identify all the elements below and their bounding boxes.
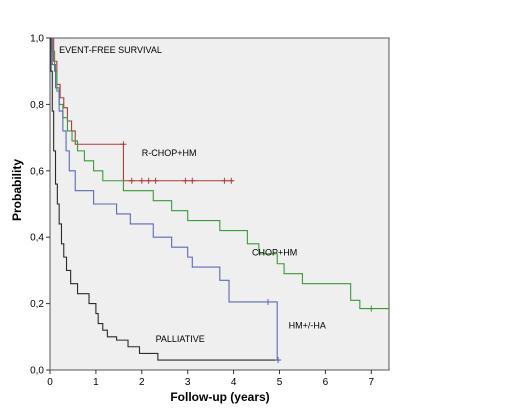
y-tick-label: 0,0 xyxy=(30,366,44,377)
x-axis-title: Follow-up (years) xyxy=(170,390,269,404)
series-line-3 xyxy=(50,37,280,361)
annotation-label: PALLIATIVE xyxy=(156,334,205,344)
x-tick-label: 0 xyxy=(47,377,53,388)
censor-mark xyxy=(138,177,145,184)
y-axis-title: Probability xyxy=(10,159,24,221)
x-tick-label: 6 xyxy=(323,377,329,388)
censor-mark xyxy=(128,177,135,184)
y-tick-label: 0,2 xyxy=(30,299,44,310)
x-tick-label: 2 xyxy=(139,377,145,388)
censor-mark xyxy=(120,141,127,148)
x-tick-label: 1 xyxy=(93,377,99,388)
annotation-label: R-CHOP+HM xyxy=(142,148,197,158)
series-line-2 xyxy=(50,37,280,361)
y-tick-label: 1,0 xyxy=(30,34,44,45)
y-tick-label: 0,8 xyxy=(30,100,44,111)
annotation-label: CHOP+HM xyxy=(252,247,297,257)
censor-mark xyxy=(152,177,159,184)
censor-mark xyxy=(189,177,196,184)
series-line-0 xyxy=(50,37,234,182)
x-tick-label: 4 xyxy=(231,377,237,388)
censor-mark xyxy=(228,177,235,184)
x-tick-label: 7 xyxy=(369,377,375,388)
censor-mark xyxy=(275,357,282,364)
y-tick-label: 0,4 xyxy=(30,233,44,244)
censor-mark xyxy=(265,298,272,305)
censor-mark xyxy=(368,305,375,312)
x-tick-label: 5 xyxy=(277,377,283,388)
censor-mark xyxy=(221,177,228,184)
annotation-label: EVENT-FREE SURVIVAL xyxy=(59,45,162,55)
y-tick-label: 0,6 xyxy=(30,166,44,177)
censor-mark xyxy=(182,177,189,184)
annotation-label: HM+/-HA xyxy=(289,321,326,331)
censor-mark xyxy=(145,177,152,184)
x-tick-label: 3 xyxy=(185,377,191,388)
